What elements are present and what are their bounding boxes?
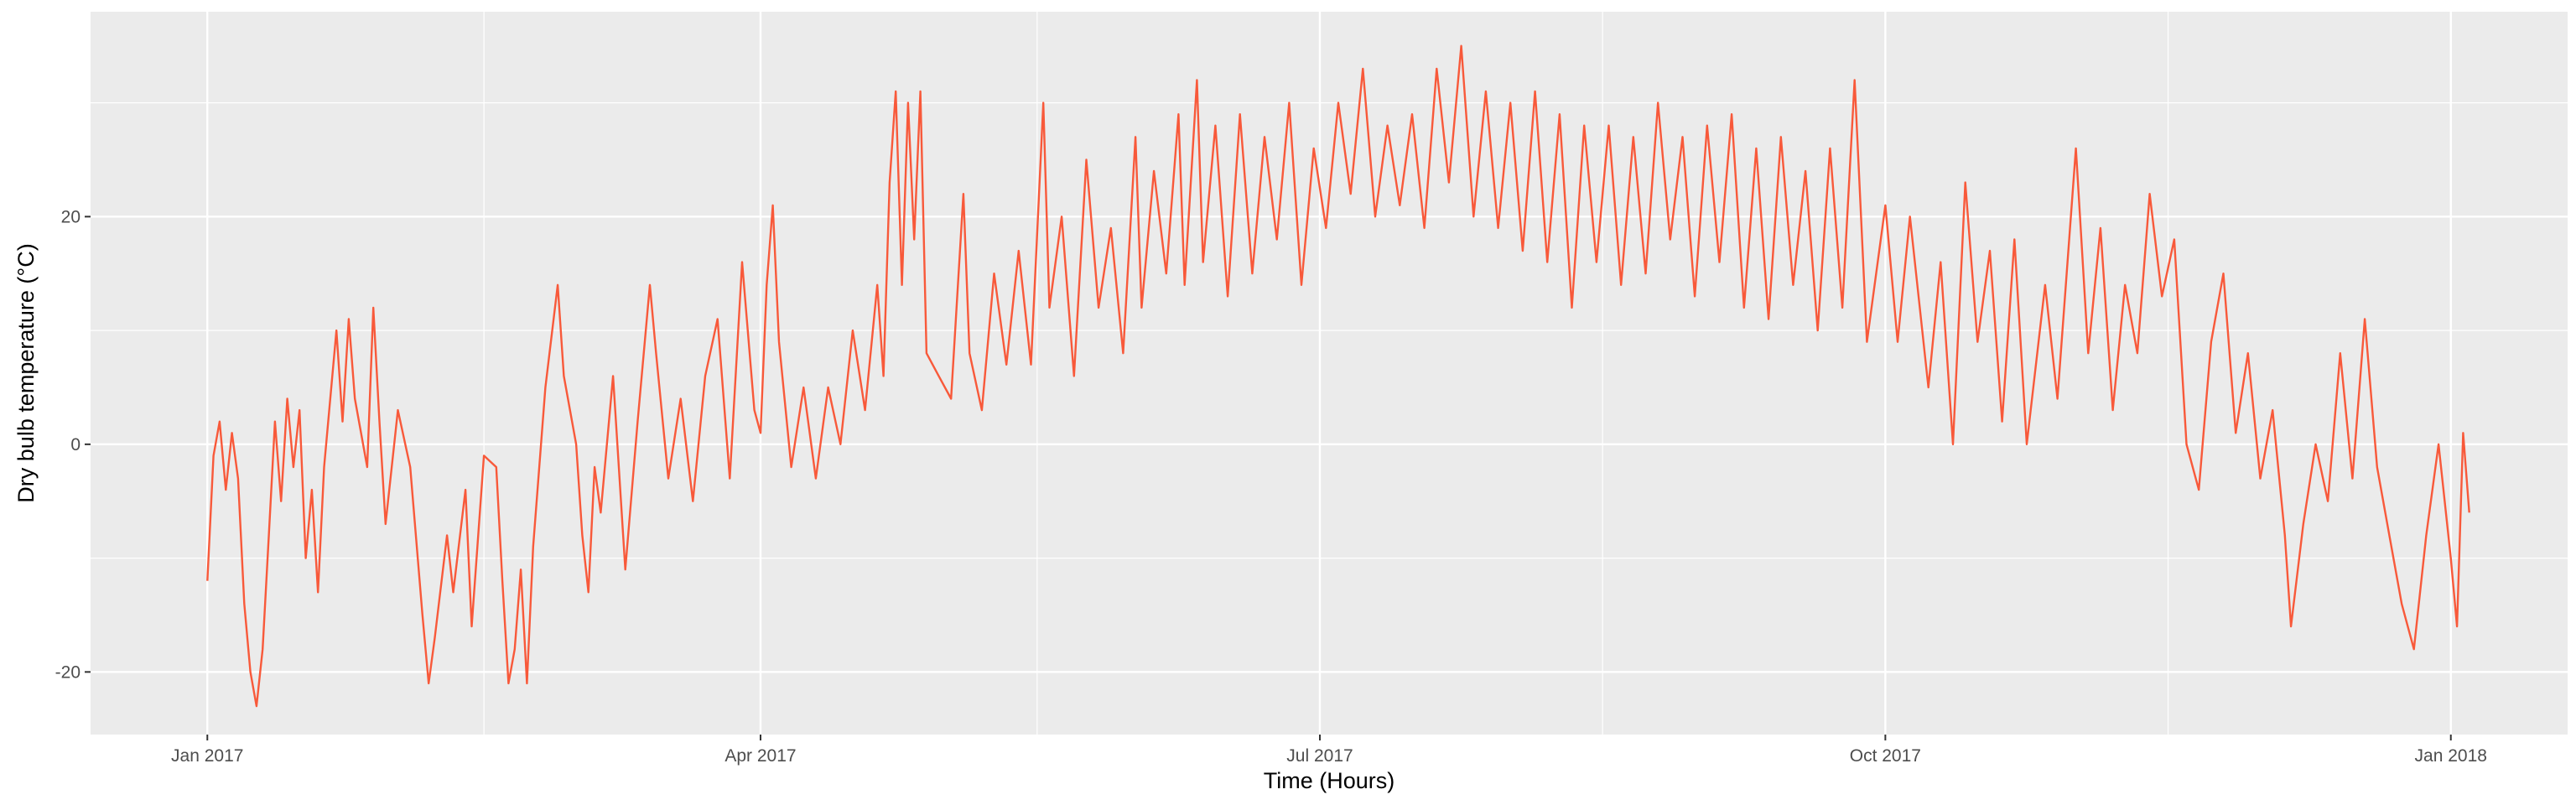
minor-gridlines bbox=[91, 12, 2568, 735]
x-tick-label: Jul 2017 bbox=[1286, 746, 1353, 766]
x-tick-label: Jan 2018 bbox=[2415, 746, 2487, 766]
y-tick-label: 20 bbox=[61, 207, 80, 226]
x-axis-title: Time (Hours) bbox=[1264, 768, 1395, 793]
y-tick-label: -20 bbox=[55, 662, 80, 682]
axis-tick-marks bbox=[85, 216, 2452, 740]
x-tick-label: Jan 2017 bbox=[171, 746, 243, 766]
x-tick-label: Apr 2017 bbox=[724, 746, 796, 766]
axis-tick-labels: -20 0 20 Jan 2017 Apr 2017 Jul 2017 Oct 2017 Ja… bbox=[55, 207, 2487, 766]
temperature-series-line bbox=[206, 44, 2470, 708]
x-tick-label: Oct 2017 bbox=[1850, 746, 1921, 766]
major-gridlines bbox=[91, 12, 2568, 735]
plot-background bbox=[91, 12, 2568, 735]
y-tick-label: 0 bbox=[70, 435, 80, 454]
y-axis-title: Dry bulb temperature (°C) bbox=[13, 243, 39, 502]
